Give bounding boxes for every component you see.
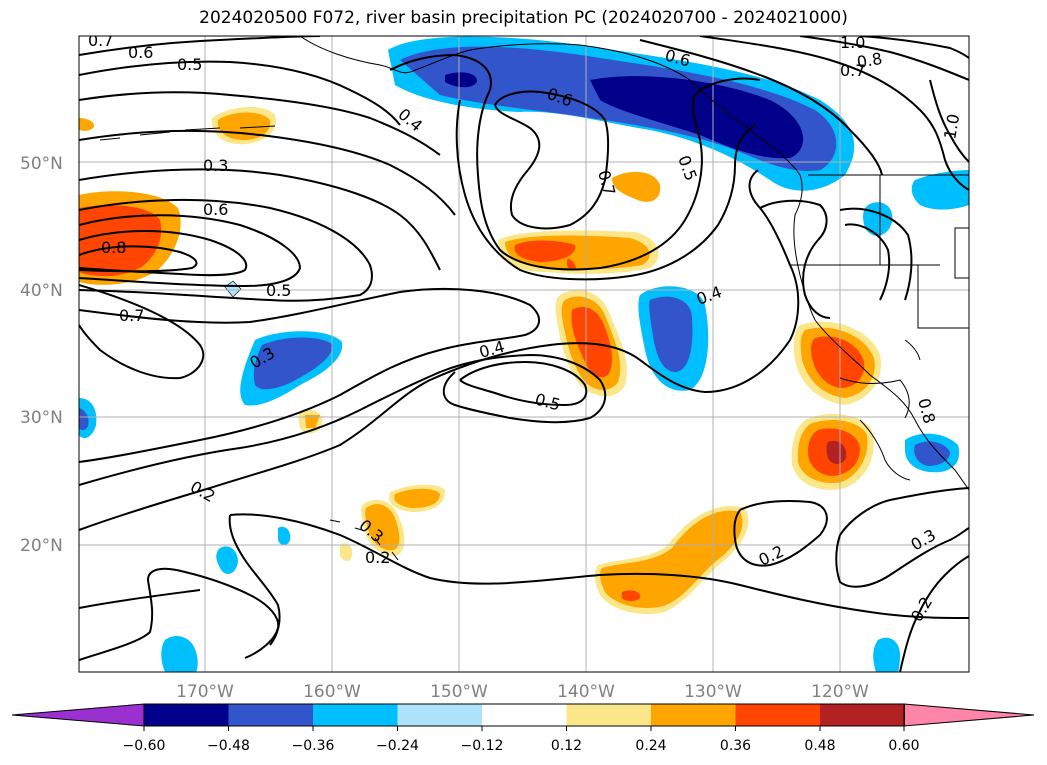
svg-text:0.7: 0.7 <box>119 306 144 325</box>
colorbar-tick-label: 0.12 <box>551 738 582 754</box>
svg-text:0.5: 0.5 <box>266 281 291 300</box>
colorbar-tick-label: −0.48 <box>207 738 250 754</box>
lon-label: 140°W <box>557 682 615 702</box>
svg-text:0.2: 0.2 <box>365 548 390 567</box>
lon-label: 120°W <box>811 682 869 702</box>
colorbar-segment <box>651 704 736 726</box>
svg-text:0.8: 0.8 <box>855 49 883 72</box>
colorbar-tick-label: 0.48 <box>804 738 835 754</box>
pc-contours <box>79 36 969 672</box>
negative-pc-shading <box>79 36 969 672</box>
colorbar-segment <box>313 704 398 726</box>
colorbar-segment <box>735 704 820 726</box>
colorbar-extend-max <box>903 703 1035 727</box>
map-frame <box>78 35 970 673</box>
lat-label: 50°N <box>20 154 63 174</box>
contour-labels: 0.7 0.6 0.5 0.4 0.6 0.7 0.5 0.3 0.6 0.8 … <box>88 31 963 625</box>
positive-pc-shading <box>79 107 881 615</box>
latitude-labels: 50°N 40°N 30°N 20°N <box>20 154 63 556</box>
colorbar-tick-label: 0.24 <box>635 738 666 754</box>
svg-text:0.6: 0.6 <box>203 200 228 219</box>
lat-label: 20°N <box>20 536 63 556</box>
colorbar-segment <box>144 704 229 726</box>
svg-text:0.7: 0.7 <box>840 61 865 80</box>
lon-label: 160°W <box>303 682 361 702</box>
colorbar-segment <box>566 704 651 726</box>
lon-label: 170°W <box>176 682 234 702</box>
colorbar-tick-label: −0.60 <box>123 738 166 754</box>
map-gridlines <box>79 36 969 672</box>
longitude-labels: 170°W 160°W 150°W 140°W 130°W 120°W <box>176 682 869 702</box>
colorbar-segment <box>397 704 482 726</box>
colorbar-tick-label: −0.12 <box>461 738 504 754</box>
colorbar-tick-label: 0.36 <box>720 738 751 754</box>
plot-title: 2024020500 F072, river basin precipitati… <box>199 8 848 28</box>
svg-text:1.0: 1.0 <box>940 112 963 140</box>
colorbar-tick-label: 0.60 <box>888 738 919 754</box>
svg-text:0.5: 0.5 <box>177 55 202 74</box>
colorbar-frame <box>143 703 905 727</box>
colorbar-segment <box>820 704 905 726</box>
colorbar-tick-label: −0.24 <box>376 738 419 754</box>
colorbar-segment <box>228 704 313 726</box>
colorbar: −0.60 −0.48 −0.36 −0.24 −0.12 0.12 0.24 … <box>11 703 1035 754</box>
svg-text:0.6: 0.6 <box>128 43 153 62</box>
coastlines <box>99 36 969 561</box>
colorbar-extend-min <box>11 703 145 727</box>
svg-text:0.7: 0.7 <box>88 31 113 50</box>
lat-label: 30°N <box>20 408 63 428</box>
svg-text:0.8: 0.8 <box>101 238 126 257</box>
lon-label: 130°W <box>684 682 742 702</box>
colorbar-tick-labels: −0.60 −0.48 −0.36 −0.24 −0.12 0.12 0.24 … <box>123 738 920 754</box>
svg-text:1.0: 1.0 <box>840 33 865 52</box>
colorbar-tick-label: −0.36 <box>292 738 335 754</box>
lon-label: 150°W <box>430 682 488 702</box>
colorbar-ticks <box>143 726 905 731</box>
svg-text:0.3: 0.3 <box>203 156 228 175</box>
lat-label: 40°N <box>20 281 63 301</box>
colorbar-segment <box>482 704 567 726</box>
